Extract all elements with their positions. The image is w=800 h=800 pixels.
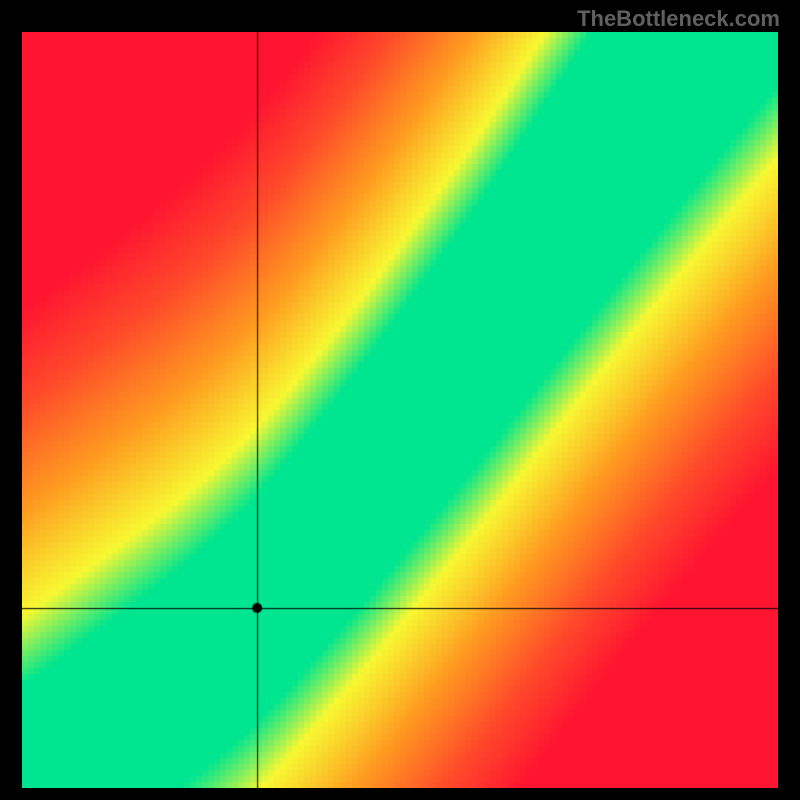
watermark-text: TheBottleneck.com	[577, 6, 780, 32]
heatmap-canvas	[22, 32, 778, 788]
heatmap-plot	[22, 32, 778, 788]
